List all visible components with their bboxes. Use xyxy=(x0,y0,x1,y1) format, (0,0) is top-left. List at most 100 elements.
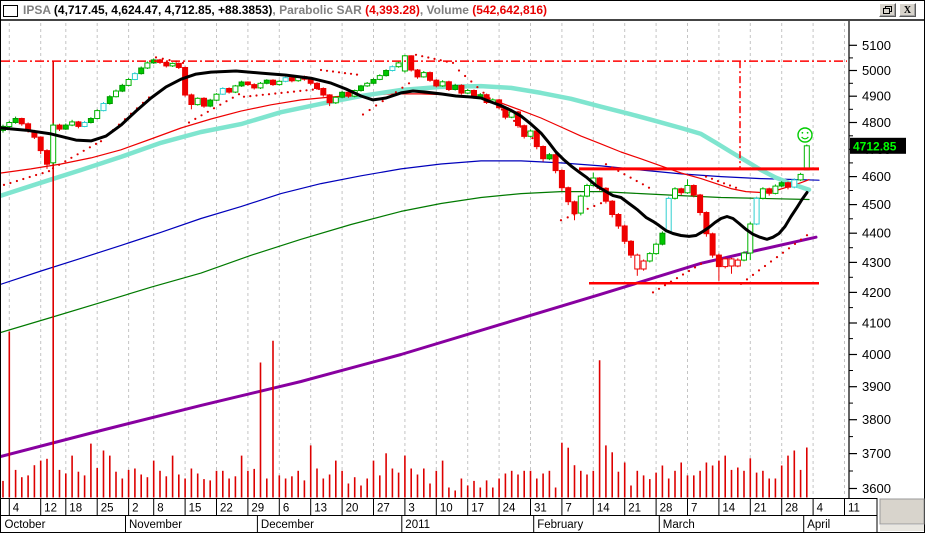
ma-cyan-medium xyxy=(1,83,812,198)
candle-body xyxy=(106,96,113,104)
month-label: November xyxy=(129,519,182,531)
corner-panel xyxy=(879,498,925,531)
sar-dot xyxy=(699,262,703,265)
candle-body xyxy=(439,81,446,87)
candle-body xyxy=(628,240,634,256)
sar-dot xyxy=(325,69,329,72)
day-tick-label: 29 xyxy=(251,503,264,515)
candle-body xyxy=(81,122,88,127)
ma-green-slow xyxy=(1,191,810,333)
axis-tick-label: 4300 xyxy=(862,255,891,270)
day-tick-label: 15 xyxy=(189,503,202,515)
candle-body xyxy=(728,258,735,267)
axis-tick-label: 3600 xyxy=(862,481,891,496)
candle-body xyxy=(201,97,207,107)
close-button[interactable]: X xyxy=(899,3,916,17)
candle-body xyxy=(646,253,653,262)
candle-body xyxy=(533,130,540,148)
sar-dot xyxy=(641,183,645,186)
candle-body xyxy=(113,90,119,98)
day-tick-label: 2 xyxy=(132,503,138,515)
smiley-icon xyxy=(797,127,813,143)
sar-dot xyxy=(629,176,632,179)
sar-dot xyxy=(439,59,442,62)
sar-dot xyxy=(427,56,430,59)
sar-dot xyxy=(433,57,436,61)
sar-dot xyxy=(728,184,732,187)
sar-dot xyxy=(414,53,418,56)
candle-body xyxy=(244,81,251,86)
candle-body xyxy=(797,173,804,181)
sar-dot xyxy=(593,204,596,208)
candle-body xyxy=(584,185,590,197)
sar-dot xyxy=(15,179,18,183)
sar-dot xyxy=(476,86,479,89)
day-tick-label: 8 xyxy=(157,503,163,515)
candle-body xyxy=(358,85,364,92)
window-controls: X xyxy=(879,3,924,17)
candle-body xyxy=(420,72,427,78)
candle-body xyxy=(684,185,691,194)
sar-dot xyxy=(319,68,323,72)
sar-dot xyxy=(451,61,455,64)
restore-button[interactable] xyxy=(879,3,896,17)
sar-dot xyxy=(635,179,638,183)
candle-body xyxy=(634,254,641,270)
sar-dot xyxy=(559,219,563,222)
month-label: February xyxy=(537,519,583,531)
candle-body xyxy=(747,223,754,254)
sar-dot xyxy=(343,72,347,75)
sar-dot xyxy=(161,57,164,60)
candle-body xyxy=(558,170,565,189)
sar-dot xyxy=(249,95,252,98)
sar-dot xyxy=(2,183,6,186)
sar-dot xyxy=(623,173,626,176)
sar-dot xyxy=(775,256,779,259)
candle-body xyxy=(226,88,233,93)
sar-dot xyxy=(212,107,216,110)
sar-dot xyxy=(470,80,473,83)
day-tick-label: 20 xyxy=(346,503,359,515)
sar-dot xyxy=(88,146,91,149)
candle-body xyxy=(339,91,346,98)
candle-body xyxy=(753,197,760,225)
sar-dot xyxy=(94,142,98,145)
candle-body xyxy=(433,79,440,87)
candle-body xyxy=(414,69,421,78)
sar-dot xyxy=(194,117,197,120)
candle-body xyxy=(320,88,327,96)
chart-select-checkbox[interactable] xyxy=(3,4,18,17)
sar-dot xyxy=(274,92,277,95)
sar-dot xyxy=(799,238,803,241)
sar-dot xyxy=(769,260,773,263)
sar-dot xyxy=(206,110,209,113)
day-tick-label: 11 xyxy=(848,503,860,515)
sar-dot xyxy=(286,91,289,94)
sar-dot xyxy=(586,207,589,210)
sar-dot xyxy=(200,114,203,117)
sar-dot xyxy=(305,89,308,92)
sar-dot xyxy=(687,269,691,273)
sar-dot xyxy=(657,287,661,290)
sar-dot xyxy=(292,90,296,93)
sar-dot xyxy=(368,108,371,112)
candle-body xyxy=(672,188,678,199)
candle-body xyxy=(602,187,609,202)
corner-panel-face xyxy=(879,498,925,525)
candle-body xyxy=(734,259,741,267)
day-tick-label: 17 xyxy=(471,503,484,515)
candles xyxy=(1,54,810,281)
candle-body xyxy=(370,79,377,84)
axis-tick-label: 3700 xyxy=(862,446,891,461)
candle-body xyxy=(376,75,383,80)
sar-dot xyxy=(280,91,283,94)
title-bar[interactable]: IPSA (4,717.45, 4,624.47, 4,712.85, +88.… xyxy=(1,1,924,21)
sar-dot xyxy=(375,104,378,107)
candle-body xyxy=(785,182,791,188)
ma-black xyxy=(1,69,809,241)
sar-dot xyxy=(394,91,397,94)
axis-tick-label: 4400 xyxy=(862,226,891,241)
axis-tick-label: 3800 xyxy=(862,412,891,427)
candle-body xyxy=(552,154,559,172)
